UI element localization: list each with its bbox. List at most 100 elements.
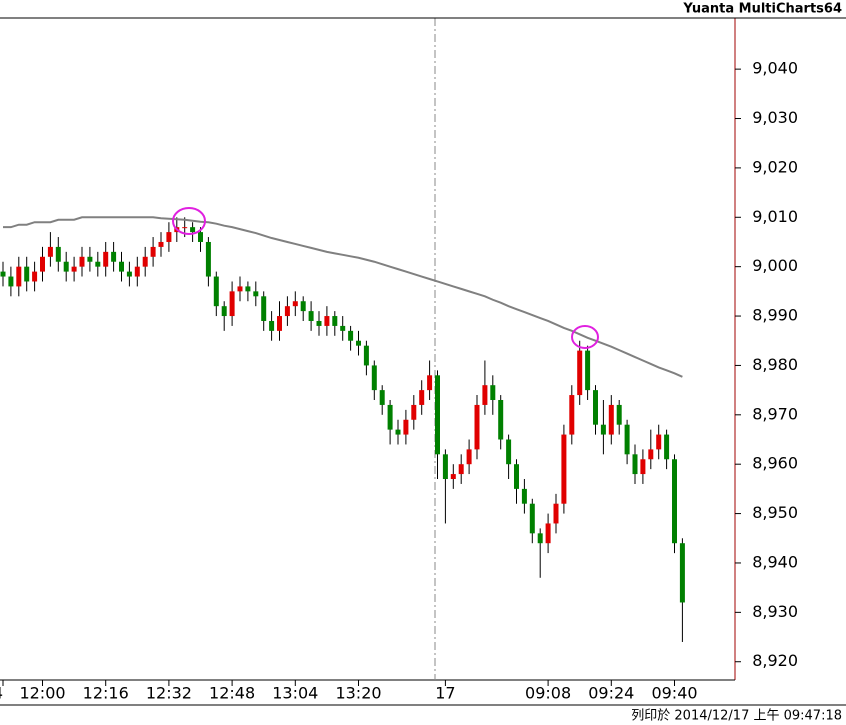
y-tick-label: 8,980 [752,355,798,374]
print-footnote: 列印於 2014/12/17 上午 09:47:18 [631,708,842,724]
candle-body [656,434,662,450]
x-tick-label: 12:00 [19,684,65,703]
candle-body [585,350,591,391]
candle-body [427,375,433,391]
candle-body [0,271,6,277]
candle-body [308,311,314,321]
candle-body [119,261,124,272]
candle-body [158,241,164,247]
candle-body [466,449,472,465]
candle-body [608,404,614,435]
candle-body [529,503,535,534]
candle-body [600,424,606,435]
y-tick-label: 9,020 [752,157,798,176]
candle-body [32,271,38,282]
y-tick-label: 8,940 [752,552,798,571]
x-tick-label: 09:24 [588,684,634,703]
x-tick-label: 12:16 [83,684,129,703]
candle-body [435,375,440,455]
candle-body [221,306,227,317]
candle-body [506,439,512,465]
candle-body [229,291,235,317]
x-tick-label: 17 [435,684,455,703]
candle-body [198,232,203,242]
candle-body [111,251,117,262]
candle-body [537,533,543,544]
y-tick-label: 8,950 [752,503,798,522]
y-tick-label: 9,010 [752,207,798,226]
candle-body [213,276,219,307]
candle-body [95,261,101,267]
candle-body [593,390,598,425]
candle-body [8,276,14,287]
x-tick-label: 12:32 [146,684,192,703]
candle-body [24,266,30,282]
candle-body [679,543,685,603]
highlight-circle [571,325,599,349]
candle-body [316,320,322,326]
candle-body [458,464,464,475]
y-tick-label: 8,990 [752,306,798,325]
candle-body [648,449,654,460]
candle-body [134,266,140,277]
candle-body [332,316,338,326]
candle-body [47,246,53,257]
candle-body [672,459,677,544]
candle-body [624,424,630,455]
candle-body [379,390,385,405]
candle-body [269,320,275,331]
candle-body [103,251,109,267]
candle-body [403,419,409,435]
candle-body [182,227,188,229]
y-tick-label: 8,930 [752,602,798,621]
y-tick-label: 9,030 [752,108,798,127]
candle-body [482,385,488,405]
candle-body [292,301,298,307]
candle-body [521,488,527,504]
candle-body [277,316,282,331]
candle-body [150,246,156,257]
y-tick-label: 9,000 [752,256,798,275]
candle-body [245,286,251,292]
candle-body [284,306,290,317]
candle-body [395,429,401,435]
candle-body [387,404,393,430]
candle-body [190,227,196,233]
y-tick-label: 9,040 [752,59,798,78]
app-title: Yuanta MultiCharts64 [682,2,842,17]
candle-body [356,340,361,346]
candle-body [79,256,85,267]
x-tick-label: 12:48 [209,684,255,703]
candle-body [237,286,243,292]
candle-body [577,350,583,396]
candle-body [664,434,670,460]
candle-body [371,365,377,391]
candle-body [324,316,330,326]
candle-body [55,246,61,262]
y-tick-label: 8,920 [752,651,798,670]
plot-area [0,216,685,642]
x-tick-label: 09:40 [651,684,697,703]
candle-body [632,454,638,475]
candle-body [545,523,551,544]
candle-body [16,266,22,287]
candle-body [63,261,69,272]
y-tick-label: 8,970 [752,404,798,423]
candle-body [71,266,77,272]
candle-body [261,296,267,321]
candle-body [514,464,519,489]
candle-body [348,330,354,341]
candle-body [166,232,172,242]
candle-body [126,271,132,277]
candle-body [253,291,259,297]
candle-body [616,404,622,425]
moving-average [3,216,683,378]
candle-body [340,325,346,331]
x-tick-label: 13:04 [272,684,318,703]
candle-body [411,404,417,420]
candle-body [87,256,93,262]
candle-body [205,241,211,277]
candle-body [553,503,559,524]
